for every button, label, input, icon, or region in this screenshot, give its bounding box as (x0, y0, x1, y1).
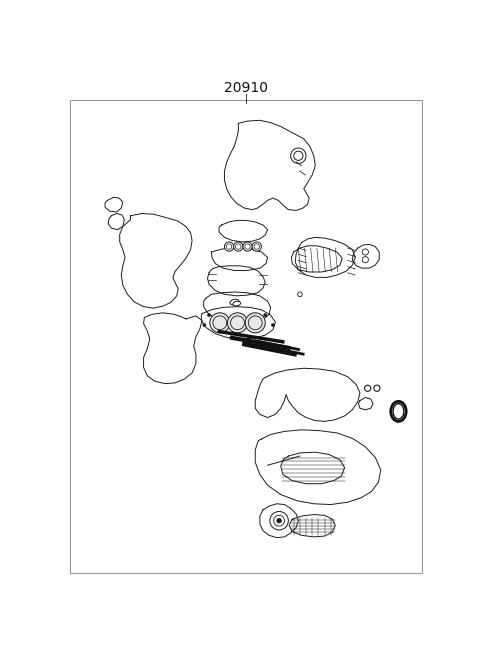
Polygon shape (359, 398, 373, 410)
Ellipse shape (233, 301, 240, 306)
Polygon shape (255, 430, 381, 504)
Circle shape (210, 313, 230, 333)
Circle shape (264, 314, 267, 317)
Polygon shape (291, 246, 342, 272)
Polygon shape (211, 248, 267, 270)
Polygon shape (289, 514, 336, 537)
Polygon shape (108, 213, 124, 230)
Circle shape (270, 512, 288, 530)
Polygon shape (204, 292, 271, 323)
Circle shape (243, 242, 252, 251)
Polygon shape (260, 504, 299, 538)
Circle shape (225, 242, 234, 251)
Circle shape (277, 518, 281, 523)
Polygon shape (120, 213, 192, 308)
Circle shape (234, 242, 243, 251)
Text: 20910: 20910 (224, 81, 268, 95)
Polygon shape (225, 120, 315, 211)
Circle shape (245, 313, 265, 333)
Circle shape (271, 323, 275, 327)
Polygon shape (255, 368, 360, 421)
Polygon shape (352, 244, 379, 268)
Circle shape (252, 242, 262, 251)
Circle shape (203, 323, 206, 327)
Polygon shape (201, 306, 275, 339)
Polygon shape (105, 197, 123, 212)
Polygon shape (207, 266, 265, 296)
Circle shape (207, 314, 211, 317)
Polygon shape (219, 220, 267, 242)
Polygon shape (295, 237, 355, 277)
Polygon shape (281, 452, 345, 483)
Ellipse shape (230, 299, 239, 305)
Circle shape (228, 313, 248, 333)
Polygon shape (144, 313, 202, 384)
